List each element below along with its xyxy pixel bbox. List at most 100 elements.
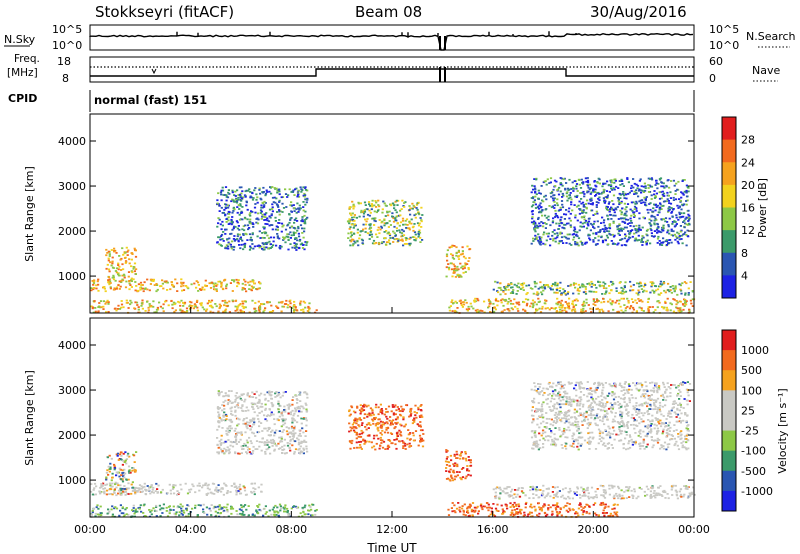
heatmap-cell — [611, 300, 614, 302]
heatmap-cell — [266, 234, 269, 237]
heatmap-cell — [270, 411, 273, 414]
heatmap-cell — [403, 243, 407, 245]
heatmap-cell — [550, 307, 553, 309]
heatmap-cell — [269, 216, 272, 219]
heatmap-cell — [111, 472, 114, 475]
heatmap-cell — [95, 284, 98, 287]
heatmap-cell — [614, 207, 617, 210]
heatmap-cell — [644, 199, 647, 202]
heatmap-cell — [633, 214, 636, 217]
heatmap-cell — [681, 203, 684, 206]
heatmap-cell — [666, 308, 669, 311]
heatmap-cell — [387, 444, 390, 447]
heatmap-cell — [108, 283, 111, 286]
heatmap-cell — [445, 451, 448, 453]
heatmap-cell — [348, 222, 351, 225]
heatmap-cell — [255, 310, 258, 312]
heatmap-cell — [457, 268, 460, 271]
heatmap-cell — [602, 221, 605, 224]
heatmap-cell — [257, 506, 260, 508]
heatmap-cell — [577, 292, 580, 295]
heatmap-cell — [286, 233, 289, 236]
heatmap-cell — [607, 184, 610, 186]
heatmap-cell — [297, 225, 300, 228]
heatmap-cell — [569, 212, 572, 215]
heatmap-cell — [541, 286, 544, 289]
heatmap-cell — [281, 305, 284, 308]
heatmap-cell — [648, 218, 651, 221]
heatmap-cell — [194, 491, 197, 494]
heatmap-cell — [662, 229, 665, 232]
heatmap-cell — [548, 308, 551, 311]
heatmap-cell — [626, 223, 629, 225]
heatmap-cell — [236, 431, 239, 434]
heatmap-cell — [166, 281, 169, 284]
heatmap-cell — [126, 454, 129, 457]
heatmap-cell — [586, 179, 590, 182]
heatmap-cell — [225, 430, 228, 432]
heatmap-cell — [559, 190, 562, 193]
heatmap-cell — [570, 201, 573, 203]
heatmap-cell — [619, 291, 622, 294]
heatmap-cell — [460, 478, 463, 481]
heatmap-cell — [300, 410, 303, 413]
heatmap-cell — [229, 243, 232, 246]
heatmap-cell — [630, 201, 633, 204]
heatmap-cell — [420, 437, 423, 440]
heatmap-cell — [675, 306, 678, 309]
heatmap-cell — [216, 511, 219, 514]
heatmap-cell — [102, 300, 105, 303]
heatmap-cell — [644, 240, 648, 243]
heatmap-cell — [131, 515, 134, 518]
heatmap-cell — [107, 268, 111, 271]
heatmap-cell — [289, 411, 293, 414]
heatmap-cell — [559, 287, 562, 289]
heatmap-cell — [371, 412, 374, 414]
heatmap-cell — [467, 267, 470, 269]
heatmap-cell — [109, 280, 112, 283]
heatmap-cell — [381, 211, 384, 214]
heatmap-cell — [234, 238, 237, 241]
heatmap-cell — [649, 281, 652, 284]
heatmap-cell — [223, 304, 226, 307]
heatmap-cell — [395, 447, 398, 450]
heatmap-cell — [240, 407, 243, 409]
heatmap-cell — [217, 310, 220, 313]
heatmap-cell — [551, 283, 555, 285]
heatmap-cell — [469, 464, 473, 467]
heatmap-cell — [132, 504, 135, 507]
heatmap-cell — [176, 493, 179, 496]
heatmap-cell — [640, 284, 643, 287]
heatmap-cell — [292, 232, 296, 235]
heatmap-cell — [190, 488, 193, 491]
heatmap-cell — [287, 412, 290, 415]
heatmap-cell — [381, 208, 384, 211]
heatmap-cell — [111, 262, 114, 265]
heatmap-cell — [656, 227, 659, 230]
heatmap-cell — [220, 193, 223, 196]
heatmap-cell — [245, 204, 248, 207]
heatmap-cell — [308, 509, 311, 512]
heatmap-cell — [369, 231, 372, 233]
heatmap-cell — [278, 210, 281, 213]
heatmap-cell — [667, 209, 670, 212]
heatmap-cell — [243, 278, 246, 281]
heatmap-cell — [669, 191, 672, 194]
heatmap-cell — [274, 201, 277, 204]
heatmap-cell — [543, 302, 546, 305]
heatmap-cell — [231, 189, 234, 192]
nsearch-label: N.Search — [746, 30, 796, 43]
colorbar-tick-label: 28 — [741, 134, 755, 147]
heatmap-cell — [115, 453, 118, 456]
heatmap-cell — [252, 418, 256, 421]
heatmap-cell — [272, 236, 276, 239]
heatmap-cell — [169, 509, 172, 511]
heatmap-cell — [234, 439, 238, 442]
heatmap-cell — [606, 206, 609, 208]
heatmap-cell — [362, 223, 365, 226]
nsky-label: N.Sky — [4, 33, 36, 46]
heatmap-cell — [409, 207, 412, 210]
heatmap-cell — [680, 292, 683, 295]
heatmap-cell — [353, 214, 356, 216]
